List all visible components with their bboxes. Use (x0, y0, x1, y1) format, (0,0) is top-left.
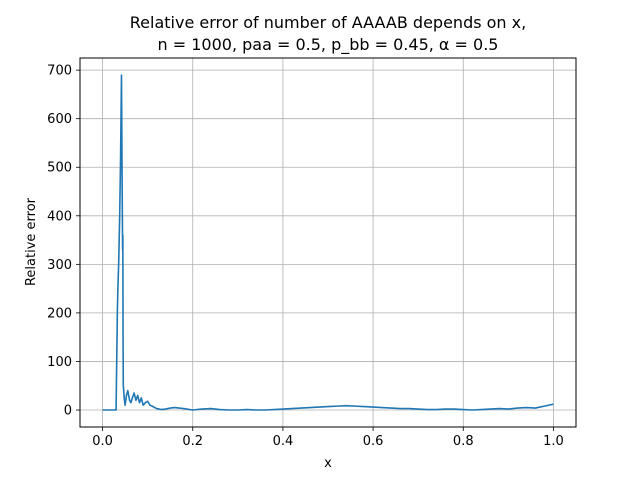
x-tick-label: 0.8 (453, 434, 474, 449)
x-tick-label: 0.6 (363, 434, 384, 449)
chart-title-line1: Relative error of number of AAAAB depend… (130, 13, 526, 32)
y-tick-label: 300 (47, 258, 72, 273)
x-tick-label: 0.4 (273, 434, 294, 449)
plot-frame (79, 57, 577, 428)
y-tick-label: 0 (64, 404, 72, 419)
x-axis-label: x (324, 456, 332, 471)
series-layer (102, 74, 554, 411)
y-tick-label: 200 (47, 306, 72, 321)
x-tick-label: 0.2 (182, 434, 203, 449)
series-line (102, 74, 554, 411)
y-tick-label: 400 (47, 209, 72, 224)
y-tick-label: 100 (47, 355, 72, 370)
y-axis-label: Relative error (24, 197, 39, 286)
y-tick-label: 600 (47, 112, 72, 127)
x-tick-label: 1.0 (543, 434, 564, 449)
chart-title-line2: n = 1000, paa = 0.5, p_bb = 0.45, α = 0.… (158, 35, 499, 55)
x-tick-label: 0.0 (92, 434, 113, 449)
grid (80, 58, 576, 427)
tick-layer: 0.0 0.2 0.4 0.6 0.8 1.0 0 100 200 300 400 500 600 700 (47, 64, 564, 449)
y-tick-label: 700 (47, 64, 72, 79)
y-tick-label: 500 (47, 161, 72, 176)
